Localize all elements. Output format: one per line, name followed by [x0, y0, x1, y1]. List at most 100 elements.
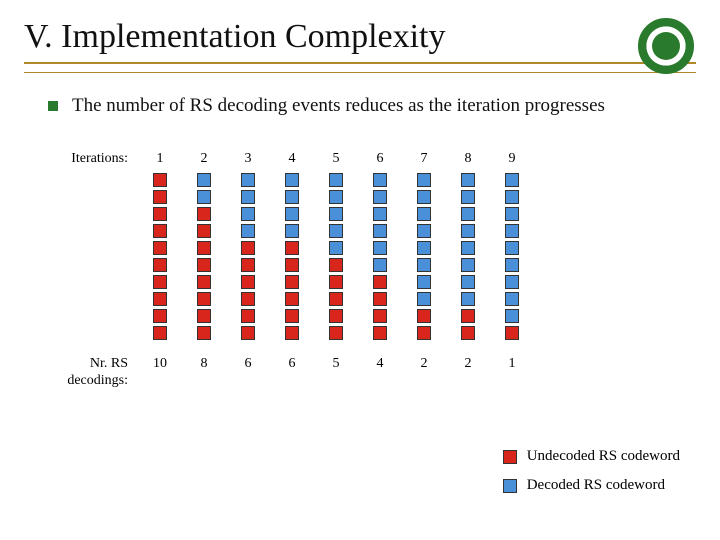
title-bar: V. Implementation Complexity	[0, 0, 720, 56]
legend: Undecoded RS codeword Decoded RS codewor…	[503, 448, 680, 494]
decoded-square-icon	[373, 258, 387, 272]
decoded-square-icon	[285, 173, 299, 187]
undecoded-square-icon	[241, 275, 255, 289]
iteration-header: 4	[272, 151, 312, 173]
decoded-square-icon	[285, 207, 299, 221]
undecoded-square-icon	[285, 309, 299, 323]
decoded-square-icon	[417, 241, 431, 255]
undecoded-square-icon	[153, 224, 167, 238]
decoded-square-icon	[505, 275, 519, 289]
decoding-count: 1	[492, 356, 532, 372]
decoding-count: 6	[272, 356, 312, 372]
decoded-square-icon	[373, 190, 387, 204]
undecoded-square-icon	[197, 275, 211, 289]
decoded-square-icon	[241, 190, 255, 204]
square-bullet-icon	[48, 101, 58, 111]
decoding-count: 4	[360, 356, 400, 372]
bullet-text: The number of RS decoding events reduces…	[72, 95, 605, 117]
decodings-label-line1: Nr. RS	[90, 356, 128, 371]
decoded-square-icon	[461, 207, 475, 221]
undecoded-square-icon	[285, 275, 299, 289]
iteration-header: 3	[228, 151, 268, 173]
undecoded-square-icon	[373, 326, 387, 340]
decoding-column	[492, 173, 532, 340]
undecoded-square-icon	[329, 258, 343, 272]
decoding-column	[448, 173, 488, 340]
decoded-square-icon	[461, 224, 475, 238]
decoded-square-icon	[241, 173, 255, 187]
undecoded-square-icon	[153, 190, 167, 204]
undecoded-square-icon	[285, 292, 299, 306]
bullet-item: The number of RS decoding events reduces…	[48, 95, 696, 117]
undecoded-square-icon	[197, 207, 211, 221]
undecoded-square-icon	[197, 241, 211, 255]
decoded-square-icon	[461, 258, 475, 272]
undecoded-square-icon	[153, 292, 167, 306]
decoded-square-icon	[329, 224, 343, 238]
decoded-square-icon	[461, 292, 475, 306]
iteration-header: 2	[184, 151, 224, 173]
undecoded-square-icon	[417, 309, 431, 323]
decoded-square-icon	[197, 190, 211, 204]
decoding-column	[316, 173, 356, 340]
decoded-square-icon	[373, 224, 387, 238]
iteration-header: 8	[448, 151, 488, 173]
undecoded-square-icon	[373, 309, 387, 323]
decoding-grid: Iterations: 123456789	[44, 151, 696, 340]
decoded-square-icon	[417, 275, 431, 289]
decoded-square-icon	[417, 190, 431, 204]
slide-body: The number of RS decoding events reduces…	[0, 73, 720, 390]
undecoded-square-icon	[461, 309, 475, 323]
decoded-square-icon	[373, 173, 387, 187]
iterations-label: Iterations:	[44, 151, 136, 167]
undecoded-square-icon	[153, 207, 167, 221]
undecoded-square-icon	[241, 258, 255, 272]
decoded-square-icon	[417, 224, 431, 238]
decoded-square-icon	[505, 309, 519, 323]
decoded-square-icon	[505, 207, 519, 221]
title-underline	[24, 62, 696, 73]
iteration-header: 6	[360, 151, 400, 173]
decoding-count: 8	[184, 356, 224, 372]
decoding-column	[360, 173, 400, 340]
undecoded-square-icon	[285, 241, 299, 255]
iteration-header: 9	[492, 151, 532, 173]
decoded-square-icon	[241, 207, 255, 221]
decoding-column	[272, 173, 312, 340]
decoded-square-icon	[285, 224, 299, 238]
decoded-square-icon	[329, 241, 343, 255]
decoding-count: 5	[316, 356, 356, 372]
decoded-square-icon	[417, 292, 431, 306]
decoded-square-icon	[329, 190, 343, 204]
undecoded-square-icon	[153, 326, 167, 340]
undecoded-square-icon	[505, 326, 519, 340]
decoding-count: 6	[228, 356, 268, 372]
decoded-square-icon	[461, 241, 475, 255]
decoded-square-icon	[461, 173, 475, 187]
undecoded-square-icon	[153, 309, 167, 323]
decoded-square-icon	[417, 258, 431, 272]
undecoded-square-icon	[197, 224, 211, 238]
logo-inner-icon	[652, 32, 680, 60]
decoded-square-icon	[505, 190, 519, 204]
undecoded-square-icon	[285, 258, 299, 272]
university-logo-icon	[638, 18, 694, 74]
undecoded-square-icon	[373, 275, 387, 289]
undecoded-square-icon	[373, 292, 387, 306]
undecoded-square-icon	[241, 292, 255, 306]
decoded-square-icon	[373, 241, 387, 255]
decoded-square-icon	[241, 224, 255, 238]
decoded-square-icon	[461, 275, 475, 289]
decoding-column	[404, 173, 444, 340]
undecoded-square-icon	[417, 326, 431, 340]
undecoded-square-icon	[241, 241, 255, 255]
decodings-label: Nr. RS decodings:	[44, 356, 136, 390]
decoding-column	[140, 173, 180, 340]
undecoded-square-icon	[153, 173, 167, 187]
decoded-square-icon	[505, 224, 519, 238]
decoded-square-icon	[329, 173, 343, 187]
undecoded-square-icon	[329, 292, 343, 306]
undecoded-square-icon	[285, 326, 299, 340]
legend-decoded-label: Decoded RS codeword	[527, 477, 665, 494]
decodings-label-line2: decodings:	[67, 373, 128, 388]
